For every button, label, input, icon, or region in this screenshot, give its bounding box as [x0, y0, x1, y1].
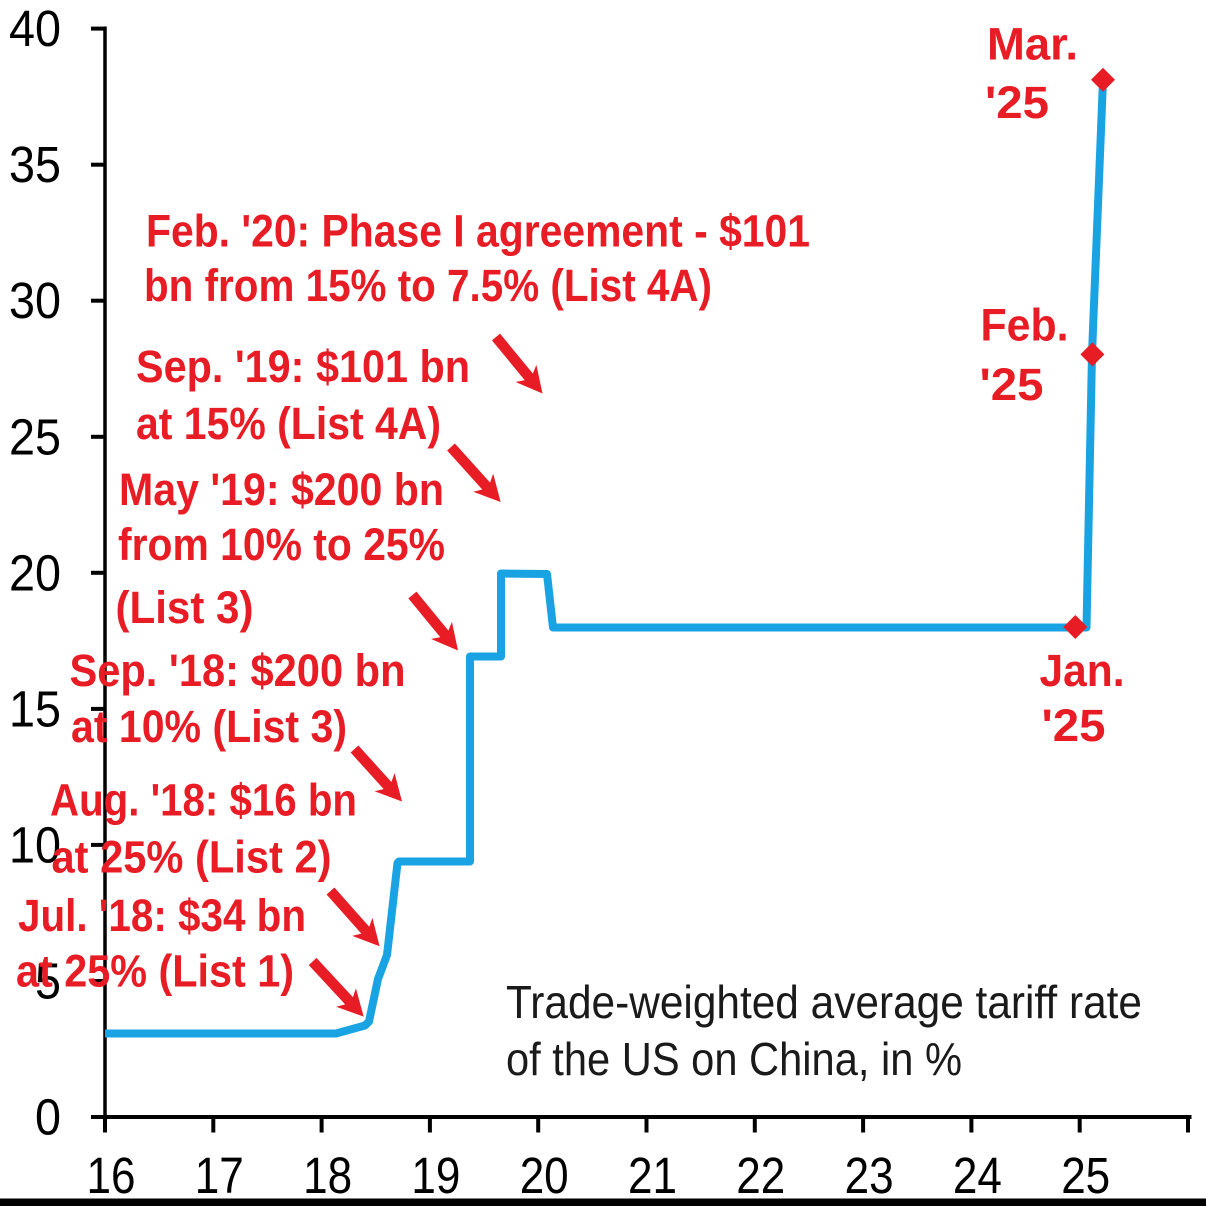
- svg-text:25: 25: [9, 408, 61, 465]
- svg-text:19: 19: [411, 1147, 460, 1204]
- svg-text:Jan.: Jan.: [1040, 645, 1125, 696]
- svg-text:22: 22: [736, 1147, 785, 1204]
- svg-text:at 15% (List 4A): at 15% (List 4A): [136, 398, 441, 449]
- svg-text:15: 15: [9, 680, 61, 737]
- svg-text:40: 40: [9, 0, 61, 57]
- svg-text:Sep. '19: $101 bn: Sep. '19: $101 bn: [136, 341, 470, 392]
- svg-text:Sep. '18: $200 bn: Sep. '18: $200 bn: [70, 645, 406, 696]
- svg-text:(List 3): (List 3): [116, 582, 254, 633]
- svg-text:at 10% (List 3): at 10% (List 3): [71, 701, 347, 752]
- svg-text:20: 20: [520, 1147, 569, 1204]
- svg-text:35: 35: [9, 136, 61, 193]
- svg-text:May '19: $200 bn: May '19: $200 bn: [119, 464, 444, 515]
- svg-text:of the US on China, in %: of the US on China, in %: [506, 1033, 962, 1085]
- svg-text:'25: '25: [985, 77, 1049, 128]
- svg-text:Aug. '18: $16 bn: Aug. '18: $16 bn: [50, 774, 357, 825]
- svg-text:0: 0: [35, 1089, 61, 1146]
- svg-text:'25: '25: [980, 359, 1044, 410]
- svg-text:from 10% to 25%: from 10% to 25%: [118, 519, 445, 570]
- svg-text:5: 5: [35, 953, 61, 1010]
- svg-text:18: 18: [303, 1147, 352, 1204]
- svg-text:10: 10: [9, 816, 61, 873]
- svg-text:Feb. '20: Phase I agreement -: Feb. '20: Phase I agreement - $101: [146, 206, 810, 257]
- svg-text:24: 24: [953, 1147, 1002, 1204]
- svg-text:21: 21: [628, 1147, 677, 1204]
- svg-text:Trade-weighted average tariff: Trade-weighted average tariff rate: [506, 976, 1142, 1028]
- svg-text:23: 23: [845, 1147, 894, 1204]
- svg-text:Mar.: Mar.: [987, 18, 1078, 69]
- svg-text:17: 17: [195, 1147, 244, 1204]
- svg-text:30: 30: [9, 272, 61, 329]
- svg-text:16: 16: [87, 1147, 136, 1204]
- svg-text:Feb.: Feb.: [981, 300, 1069, 351]
- svg-text:bn from 15% to 7.5% (List 4A): bn from 15% to 7.5% (List 4A): [144, 260, 712, 311]
- svg-text:at 25% (List 1): at 25% (List 1): [16, 945, 294, 996]
- svg-text:25: 25: [1061, 1147, 1110, 1204]
- svg-text:20: 20: [9, 544, 61, 601]
- svg-text:at 25% (List 2): at 25% (List 2): [52, 831, 332, 882]
- svg-text:Jul. '18: $34 bn: Jul. '18: $34 bn: [18, 890, 306, 941]
- svg-text:'25: '25: [1042, 700, 1106, 751]
